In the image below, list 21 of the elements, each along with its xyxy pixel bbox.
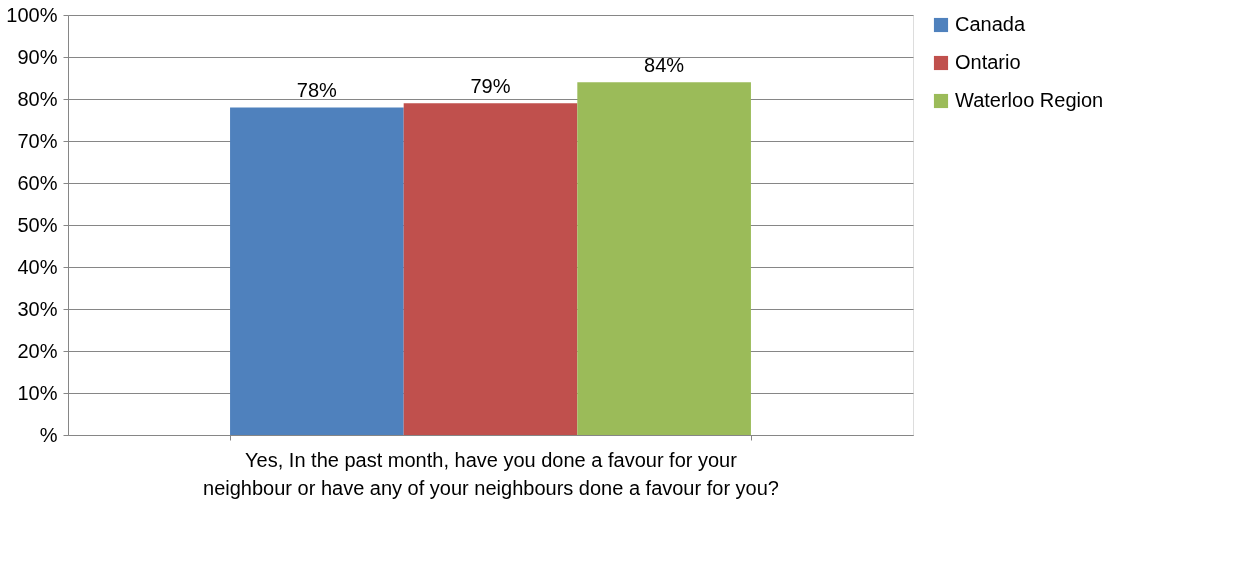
legend-label: Waterloo Region [955,89,1104,111]
y-tick-label: 50% [17,213,58,236]
data-label: 84% [644,54,685,77]
y-tick-label: 60% [17,171,58,194]
y-tick-label: 20% [17,339,58,362]
data-label: 78% [296,79,338,102]
x-tick-label: Yes, In the past month, have you done a favour for your neighbour or have any of your neighbours done a favour for you? [203,448,779,499]
y-tick-label: 70% [17,129,58,152]
y-tick-label: % [39,423,58,446]
bar [403,103,578,435]
legend-label: Canada [955,13,1026,35]
y-tick-label: 10% [17,381,58,404]
y-tick-label: 90% [17,45,58,68]
y-tick-label: 30% [17,297,58,320]
y-tick-label: 40% [17,255,58,278]
y-tick-label: 80% [17,87,58,110]
data-label: 79% [470,75,511,98]
bar [577,82,751,435]
legend-label: Ontario [955,51,1021,73]
bar [230,107,404,435]
y-tick-label: 100% [6,3,58,26]
